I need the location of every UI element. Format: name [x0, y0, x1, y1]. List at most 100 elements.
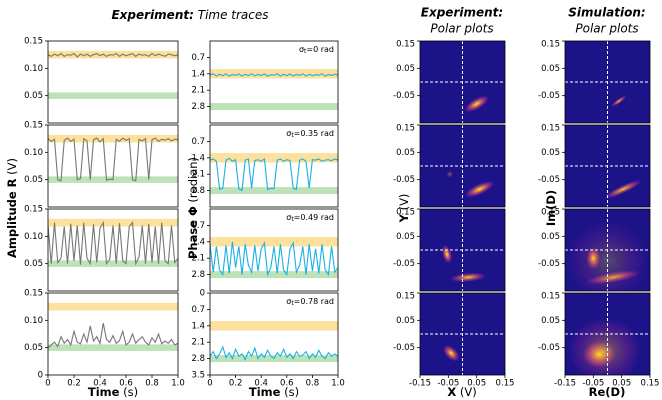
density-blob [446, 170, 454, 178]
y-tick-label: -0.05 [393, 343, 415, 353]
x-tick-label: 1.0 [331, 379, 345, 389]
x-tick-label: 0 [45, 379, 50, 389]
y-tick-label: -0.05 [538, 175, 560, 185]
y-tick-label: 0.15 [541, 124, 560, 134]
state-band [210, 237, 338, 247]
title: Experiment: [111, 8, 193, 22]
panel-frame [419, 208, 506, 292]
panel [210, 237, 338, 279]
y-axis-name: Phase Φ [186, 206, 200, 259]
trace-title: Experiment: Time traces [111, 8, 268, 22]
y-axis-name: Y [397, 213, 411, 223]
density-blob [568, 317, 641, 375]
y-tick-label: 0.05 [541, 232, 560, 242]
x-tick-label: -0.05 [437, 379, 459, 389]
y-tick-label: 2.1 [191, 254, 205, 264]
x-tick-label: 0.15 [641, 379, 660, 389]
density-blob [464, 95, 489, 113]
y-tick-label: 1.4 [191, 321, 205, 331]
y-tick-label: -0.05 [393, 91, 415, 101]
panel-frame [419, 292, 506, 376]
y-tick-label: 2.1 [191, 338, 205, 348]
panel-frame [47, 208, 179, 292]
y-tick-label: 2.8 [191, 186, 205, 196]
panel [420, 41, 505, 123]
title: Simulation: [568, 6, 645, 20]
y-tick-label: 2.1 [191, 86, 205, 96]
panel [48, 302, 178, 351]
panel-frame [47, 124, 179, 208]
state-band [210, 321, 338, 331]
sigma-value: =0 rad [306, 45, 334, 54]
x-tick-label: 0.2 [67, 379, 81, 389]
y-tick-label: 0.10 [24, 232, 43, 242]
y-tick-label: 0.05 [541, 64, 560, 74]
y-tick-label: 0.7 [191, 305, 205, 315]
y-tick-label: 0.05 [396, 232, 415, 242]
x-axis-label: Re(D) [589, 385, 626, 399]
y-tick-label: 0.15 [24, 289, 43, 299]
x-axis-unit: (s) [123, 385, 138, 399]
annotation: σt=0.35 rad [286, 129, 334, 139]
trace-line [48, 220, 178, 266]
panel-frame [209, 40, 339, 124]
panel [48, 134, 178, 183]
state-band [210, 187, 338, 195]
state-band [48, 260, 178, 267]
y-tick-label: 0.15 [541, 292, 560, 302]
x-axis-name: Time [249, 385, 281, 399]
y-axis-label: Y (V) [397, 194, 411, 224]
annotation: σt=0.78 rad [286, 297, 334, 307]
panel [565, 293, 650, 375]
state-band [210, 271, 338, 279]
panel-frame [419, 40, 506, 124]
y-tick-label: 2.8 [191, 102, 205, 112]
y-axis-unit: (radian) [186, 157, 200, 203]
y-tick-label: 1.4 [191, 69, 205, 79]
subtitle: Polar plots [575, 22, 638, 36]
y-axis-label: Phase Φ (radian) [186, 157, 200, 259]
y-tick-label: 0.15 [24, 37, 43, 47]
y-tick-label: 0 [200, 289, 205, 299]
x-tick-label: 0.2 [229, 379, 243, 389]
panel-frame [564, 292, 651, 376]
trace-line [210, 73, 338, 77]
y-tick-label: 0.15 [396, 208, 415, 218]
y-tick-label: 0.05 [24, 343, 43, 353]
y-tick-label: 0.05 [396, 316, 415, 326]
y-tick-label: 0.15 [24, 205, 43, 215]
y-tick-label: 0.15 [396, 292, 415, 302]
x-axis-name: Time [88, 385, 120, 399]
panel-frame [209, 292, 339, 376]
x-tick-label: 0.05 [467, 379, 486, 389]
sigma-value: =0.49 rad [294, 213, 334, 222]
panel [210, 153, 338, 195]
y-tick-label: 0.05 [396, 148, 415, 158]
title: Experiment: [421, 6, 503, 20]
y-tick-label: 0.10 [24, 64, 43, 74]
x-axis-name: Re(D) [589, 385, 626, 399]
x-tick-label: 0 [207, 379, 212, 389]
x-tick-label: 1.0 [171, 379, 185, 389]
panel [210, 69, 338, 111]
sigma: σ [286, 129, 291, 138]
trace-line [210, 157, 338, 192]
x-axis-unit: (V) [460, 385, 477, 399]
annotation: σt=0.49 rad [286, 213, 334, 223]
trace-line [48, 137, 178, 182]
y-tick-label: 0.10 [24, 316, 43, 326]
y-axis-name: Amplitude R [5, 178, 19, 258]
panel-frame [564, 124, 651, 208]
state-band [210, 103, 338, 111]
panel-frame [564, 208, 651, 292]
sigma: σ [286, 213, 291, 222]
x-axis-label: Time (s) [88, 385, 138, 399]
x-tick-label: 0.8 [145, 379, 159, 389]
density-blob [441, 244, 452, 264]
y-tick-label: 0.05 [396, 64, 415, 74]
y-tick-label: 0 [38, 371, 43, 381]
state-band [48, 302, 178, 311]
y-tick-label: 0.15 [396, 124, 415, 134]
y-axis-unit: (V) [5, 158, 19, 175]
